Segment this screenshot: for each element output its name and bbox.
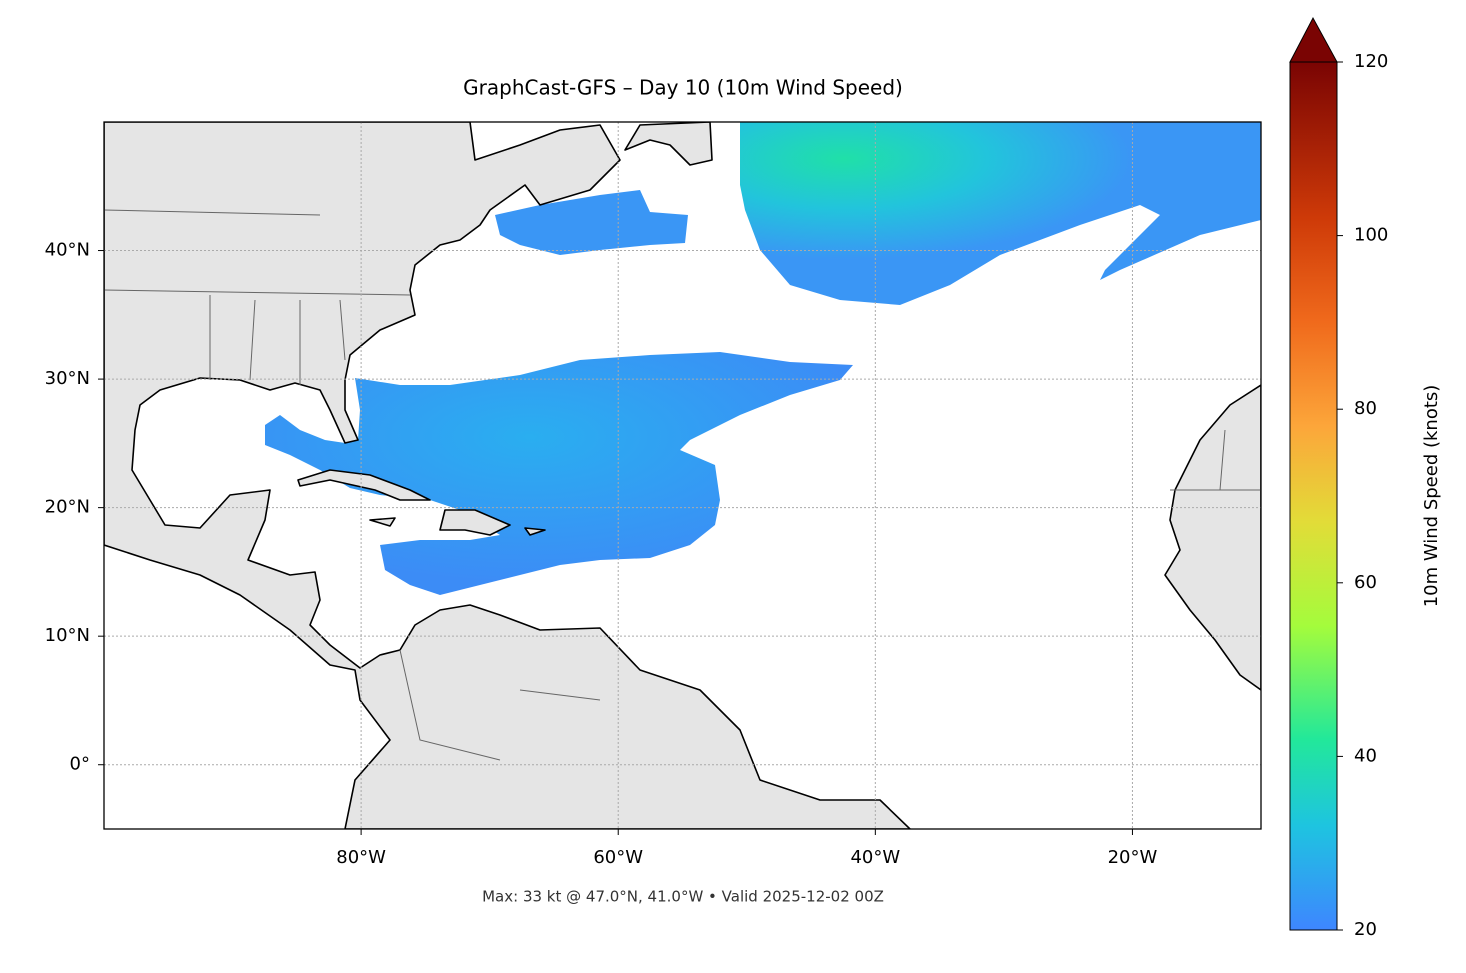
y-tick-label: 40°N	[45, 240, 90, 261]
colorbar-tick-label: 100	[1354, 225, 1388, 246]
colorbar-tick-label: 80	[1354, 398, 1377, 419]
borders	[104, 209, 1261, 761]
y-tick-label: 0°	[70, 754, 90, 775]
y-tick-label: 30°N	[45, 368, 90, 389]
land	[369, 517, 396, 527]
land	[104, 122, 911, 829]
y-tick-label: 10°N	[45, 625, 90, 646]
y-tick-label: 20°N	[45, 497, 90, 518]
land	[524, 527, 546, 536]
x-tick-label: 60°W	[593, 847, 643, 868]
wind-field	[265, 352, 853, 595]
colorbar-label: 10m Wind Speed (knots)	[1421, 385, 1442, 608]
plot-frame	[103, 121, 1262, 830]
land	[624, 122, 713, 166]
colorbar-tick-label: 120	[1354, 51, 1388, 72]
x-tick-label: 20°W	[1108, 847, 1158, 868]
map-area	[104, 122, 1261, 829]
colorbar	[1289, 61, 1338, 931]
colorbar-tick-label: 60	[1354, 572, 1377, 593]
wind-field	[740, 122, 1261, 305]
x-tick-label: 80°W	[336, 847, 386, 868]
land	[297, 469, 431, 501]
chart-title: GraphCast-GFS – Day 10 (10m Wind Speed)	[463, 76, 903, 100]
colorbar-extend	[1289, 16, 1338, 63]
wind-field	[495, 190, 688, 255]
colorbar-tick-label: 40	[1354, 745, 1377, 766]
land	[1164, 384, 1261, 691]
footer-note: Max: 33 kt @ 47.0°N, 41.0°W • Valid 2025…	[482, 888, 884, 906]
x-tick-label: 40°W	[850, 847, 900, 868]
colorbar-tick-label: 20	[1354, 919, 1377, 940]
land	[439, 509, 511, 536]
